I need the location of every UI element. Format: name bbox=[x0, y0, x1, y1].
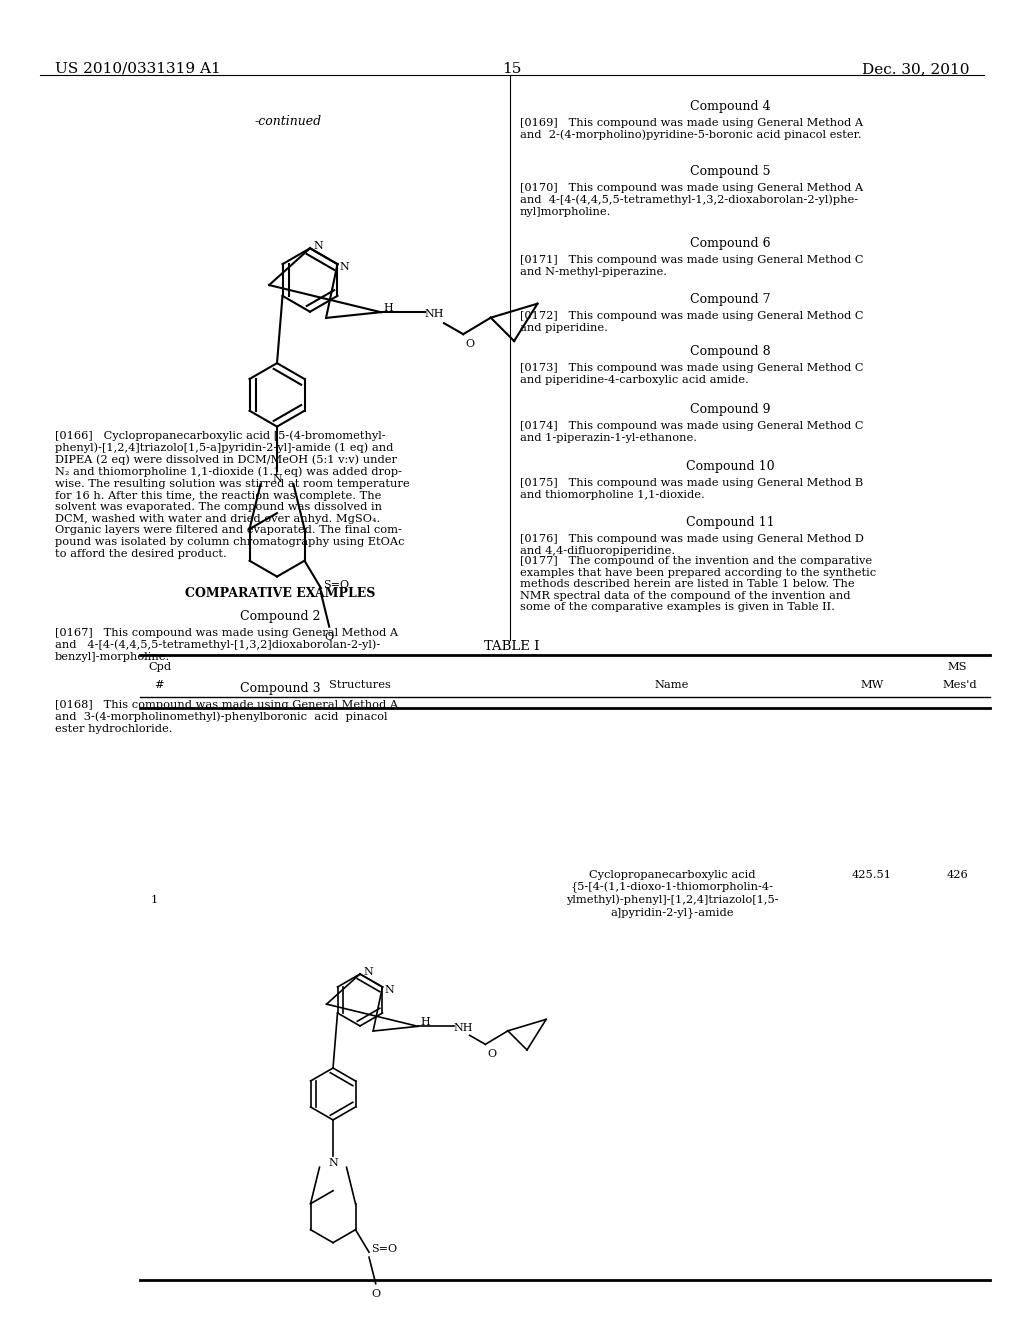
Text: Compound 7: Compound 7 bbox=[690, 293, 770, 306]
Text: [0176]   This compound was made using General Method D
and 4,4-difluoropiperidin: [0176] This compound was made using Gene… bbox=[520, 535, 864, 556]
Text: [0175]   This compound was made using General Method B
and thiomorpholine 1,1-di: [0175] This compound was made using Gene… bbox=[520, 478, 863, 499]
Text: Compound 11: Compound 11 bbox=[686, 516, 774, 529]
Text: O: O bbox=[487, 1049, 497, 1060]
Text: N: N bbox=[313, 242, 323, 251]
Text: Cpd: Cpd bbox=[148, 663, 171, 672]
Text: Cyclopropanecarboxylic acid
{5-[4-(1,1-dioxo-1-thiomorpholin-4-
ylmethyl)-phenyl: Cyclopropanecarboxylic acid {5-[4-(1,1-d… bbox=[565, 870, 778, 917]
Text: N: N bbox=[328, 1158, 338, 1168]
Text: [0167]   This compound was made using General Method A
and   4-[4-(4,4,5,5-tetra: [0167] This compound was made using Gene… bbox=[55, 628, 398, 661]
Text: Name: Name bbox=[654, 680, 689, 690]
Text: S=O: S=O bbox=[371, 1245, 397, 1254]
Text: TABLE I: TABLE I bbox=[484, 640, 540, 653]
Text: H: H bbox=[384, 304, 393, 313]
Text: [0177]   The compound of the invention and the comparative
examples that have be: [0177] The compound of the invention and… bbox=[520, 556, 877, 612]
Text: Compound 6: Compound 6 bbox=[690, 238, 770, 249]
Text: 426: 426 bbox=[947, 870, 969, 880]
Text: O: O bbox=[371, 1288, 380, 1299]
Text: N: N bbox=[384, 985, 394, 995]
Text: [0166]   Cyclopropanecarboxylic acid [5-(4-bromomethyl-
phenyl)-[1,2,4]triazolo[: [0166] Cyclopropanecarboxylic acid [5-(4… bbox=[55, 430, 410, 558]
Text: Compound 4: Compound 4 bbox=[690, 100, 770, 114]
Text: 15: 15 bbox=[503, 62, 521, 77]
Text: 1: 1 bbox=[151, 895, 158, 906]
Text: Compound 8: Compound 8 bbox=[690, 345, 770, 358]
Text: H: H bbox=[421, 1018, 431, 1027]
Text: NH: NH bbox=[425, 309, 444, 319]
Text: #: # bbox=[154, 680, 164, 690]
Text: Compound 10: Compound 10 bbox=[686, 459, 774, 473]
Text: Mes'd: Mes'd bbox=[942, 680, 977, 690]
Text: -continued: -continued bbox=[255, 115, 323, 128]
Text: 425.51: 425.51 bbox=[852, 870, 892, 880]
Text: Compound 2: Compound 2 bbox=[240, 610, 321, 623]
Text: N: N bbox=[272, 474, 282, 484]
Text: S=O: S=O bbox=[323, 581, 349, 590]
Text: MS: MS bbox=[947, 663, 967, 672]
Text: [0170]   This compound was made using General Method A
and  4-[4-(4,4,5,5-tetram: [0170] This compound was made using Gene… bbox=[520, 183, 863, 216]
Text: [0173]   This compound was made using General Method C
and piperidine-4-carboxyl: [0173] This compound was made using Gene… bbox=[520, 363, 863, 384]
Text: O: O bbox=[465, 339, 474, 350]
Text: [0174]   This compound was made using General Method C
and 1-piperazin-1-yl-etha: [0174] This compound was made using Gene… bbox=[520, 421, 863, 442]
Text: [0172]   This compound was made using General Method C
and piperidine.: [0172] This compound was made using Gene… bbox=[520, 312, 863, 333]
Text: [0168]   This compound was made using General Method A
and  3-(4-morpholinomethy: [0168] This compound was made using Gene… bbox=[55, 700, 398, 734]
Text: [0169]   This compound was made using General Method A
and  2-(4-morpholino)pyri: [0169] This compound was made using Gene… bbox=[520, 117, 863, 140]
Text: Compound 5: Compound 5 bbox=[690, 165, 770, 178]
Text: Dec. 30, 2010: Dec. 30, 2010 bbox=[861, 62, 969, 77]
Text: NH: NH bbox=[454, 1023, 473, 1034]
Text: Compound 9: Compound 9 bbox=[690, 403, 770, 416]
Text: [0171]   This compound was made using General Method C
and N-methyl-piperazine.: [0171] This compound was made using Gene… bbox=[520, 255, 863, 277]
Text: N: N bbox=[362, 968, 373, 977]
Text: N: N bbox=[340, 263, 349, 272]
Text: O: O bbox=[325, 632, 334, 642]
Text: US 2010/0331319 A1: US 2010/0331319 A1 bbox=[55, 62, 221, 77]
Text: MW: MW bbox=[860, 680, 884, 690]
Text: Compound 3: Compound 3 bbox=[240, 682, 321, 696]
Text: Structures: Structures bbox=[329, 680, 391, 690]
Text: COMPARATIVE EXAMPLES: COMPARATIVE EXAMPLES bbox=[184, 587, 375, 601]
